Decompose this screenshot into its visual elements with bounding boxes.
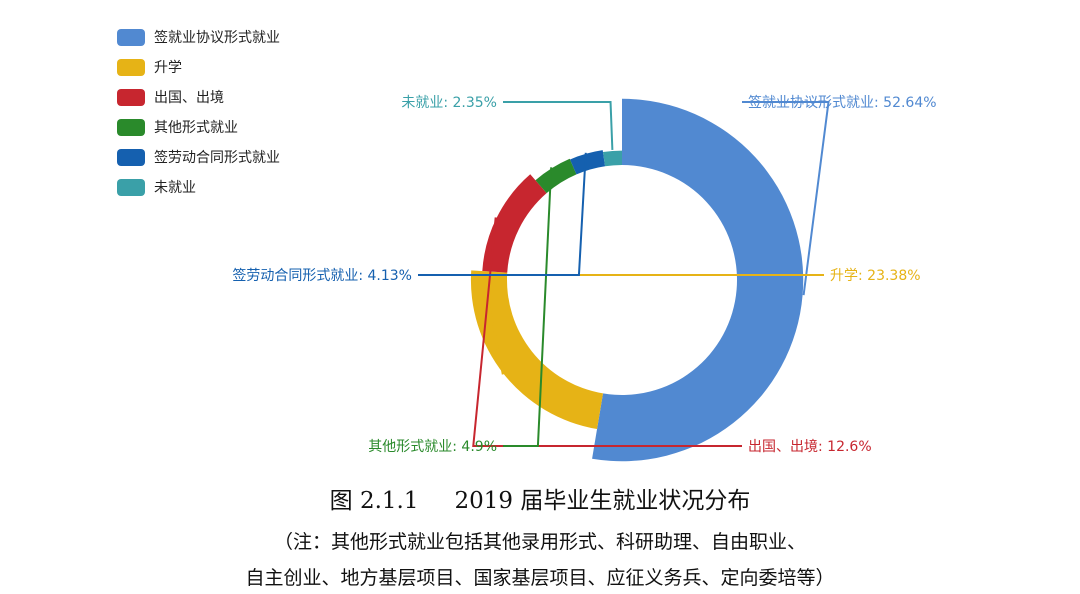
- leader-line: [742, 101, 830, 296]
- chart-legend: 签就业协议形式就业 升学 出国、出境 其他形式就业 签劳动合同形式就业 未就业: [117, 22, 280, 202]
- pie-slice[interactable]: [482, 174, 547, 273]
- pie-slice[interactable]: [592, 98, 804, 462]
- data-label: 出国、出境: 12.6%: [748, 439, 872, 455]
- legend-item[interactable]: 签劳动合同形式就业: [117, 142, 280, 172]
- legend-label: 出国、出境: [154, 90, 224, 106]
- legend-swatch: [117, 118, 145, 136]
- leader-line: [503, 101, 614, 150]
- data-label: 签劳动合同形式就业: 4.13%: [232, 267, 412, 284]
- leader-line: [472, 217, 742, 447]
- legend-item[interactable]: 升学: [117, 52, 280, 82]
- figure-note-line-1: （注：其他形式就业包括其他录用形式、科研助理、自由职业、: [273, 531, 806, 553]
- legend-item[interactable]: 出国、出境: [117, 82, 280, 112]
- legend-item[interactable]: 签就业协议形式就业: [117, 22, 280, 52]
- legend-label: 未就业: [154, 180, 196, 196]
- legend-label: 签劳动合同形式就业: [154, 150, 280, 166]
- legend-swatch: [117, 58, 145, 76]
- data-label: 升学: 23.38%: [830, 268, 921, 284]
- leader-line: [503, 167, 553, 447]
- figure-number: 图 2.1.1: [329, 488, 419, 514]
- legend-swatch: [117, 88, 145, 106]
- figure-caption: 图 2.1.1 2019 届毕业生就业状况分布: [0, 481, 1080, 515]
- legend-item[interactable]: 其他形式就业: [117, 112, 280, 142]
- legend-swatch: [117, 28, 145, 46]
- legend-label: 升学: [154, 60, 182, 76]
- pie-slice[interactable]: [602, 150, 622, 167]
- legend-label: 其他形式就业: [154, 120, 238, 136]
- pie-slice[interactable]: [470, 270, 604, 430]
- figure-title: 2019 届毕业生就业状况分布: [454, 488, 751, 514]
- data-label: 签就业协议形式就业: 52.64%: [748, 94, 937, 111]
- legend-label: 签就业协议形式就业: [154, 30, 280, 46]
- pie-slice[interactable]: [570, 150, 606, 175]
- data-label: 未就业: 2.35%: [401, 95, 497, 111]
- legend-item[interactable]: 未就业: [117, 172, 280, 202]
- legend-swatch: [117, 148, 145, 166]
- pie-slice[interactable]: [535, 158, 577, 194]
- legend-swatch: [117, 178, 145, 196]
- figure-note-line-2: 自主创业、地方基层项目、国家基层项目、应征义务兵、定向委培等）: [245, 567, 835, 589]
- data-label: 其他形式就业: 4.9%: [368, 439, 497, 455]
- leader-line: [418, 152, 587, 276]
